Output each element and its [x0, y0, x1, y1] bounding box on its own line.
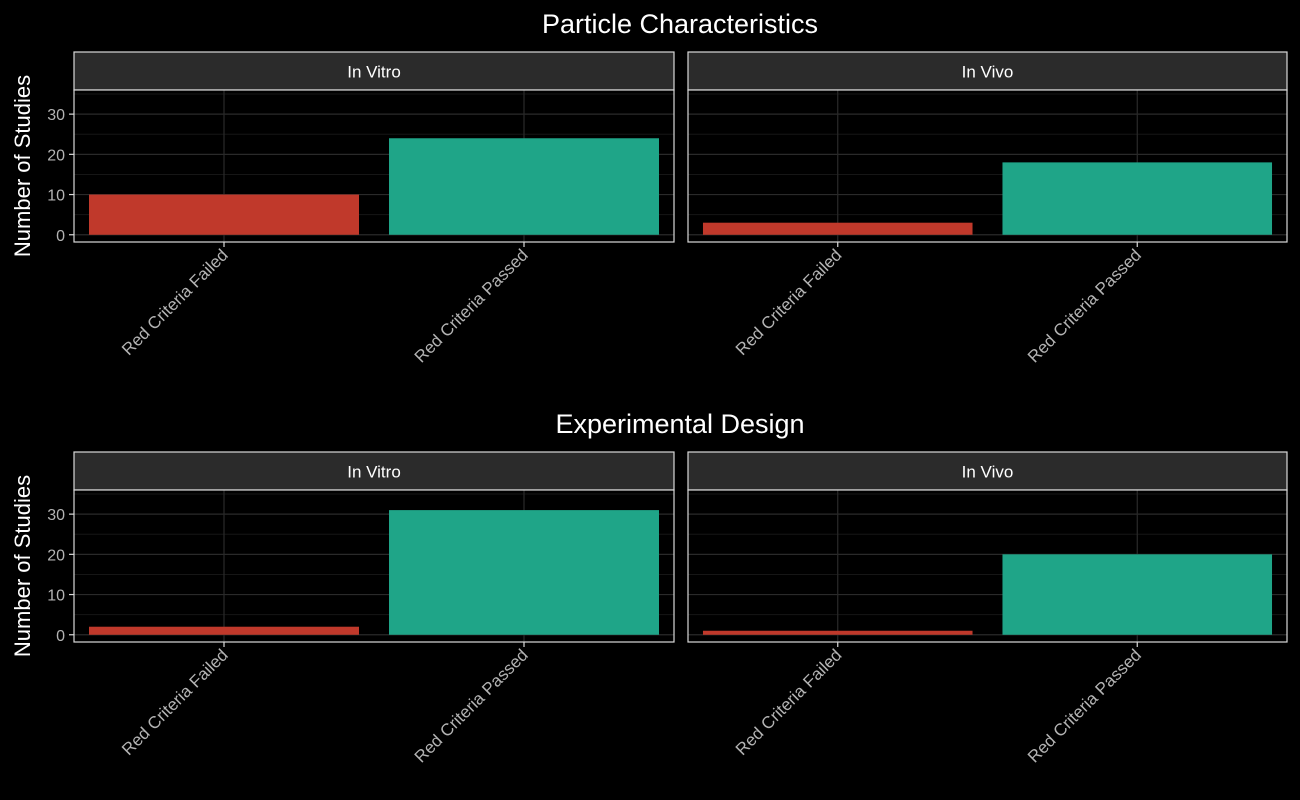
panel-border-2-in-vitro — [73, 489, 675, 643]
y-tick-label: 0 — [56, 228, 65, 245]
bar-2-in-vivo-red-criteria-failed — [702, 630, 973, 635]
y-axis-label-2: Number of Studies — [10, 475, 35, 657]
strip-1-in-vitro — [73, 51, 675, 91]
y-tick-label: 10 — [47, 588, 65, 605]
panel-border-1-in-vitro — [73, 89, 675, 243]
bar-2-in-vitro-red-criteria-failed — [89, 626, 359, 635]
strip-label-2-in-vitro: In Vitro — [347, 463, 401, 482]
panel-border-1-in-vivo — [687, 89, 1288, 243]
strip-label-2-in-vivo: In Vivo — [962, 463, 1014, 482]
bar-1-in-vitro-red-criteria-passed — [389, 138, 659, 235]
strip-2-in-vitro — [73, 451, 675, 491]
chart-title-2: Experimental Design — [555, 409, 804, 439]
y-axis-label-1: Number of Studies — [10, 75, 35, 257]
y-tick-label: 0 — [56, 628, 65, 645]
y-tick-label: 30 — [47, 107, 65, 124]
bar-2-in-vitro-red-criteria-passed — [389, 510, 659, 635]
bar-2-in-vivo-red-criteria-passed — [1002, 554, 1273, 635]
strip-1-in-vivo — [687, 51, 1288, 91]
y-tick-label: 20 — [47, 547, 65, 564]
y-tick-label: 20 — [47, 147, 65, 164]
y-tick-label: 10 — [47, 188, 65, 205]
strip-label-1-in-vitro: In Vitro — [347, 63, 401, 82]
bar-1-in-vitro-red-criteria-failed — [89, 194, 359, 235]
strip-2-in-vivo — [687, 451, 1288, 491]
bar-1-in-vivo-red-criteria-failed — [702, 222, 973, 235]
bar-1-in-vivo-red-criteria-passed — [1002, 162, 1273, 235]
panel-border-2-in-vivo — [687, 489, 1288, 643]
chart-title-1: Particle Characteristics — [542, 9, 818, 39]
y-tick-label: 30 — [47, 507, 65, 524]
strip-label-1-in-vivo: In Vivo — [962, 63, 1014, 82]
